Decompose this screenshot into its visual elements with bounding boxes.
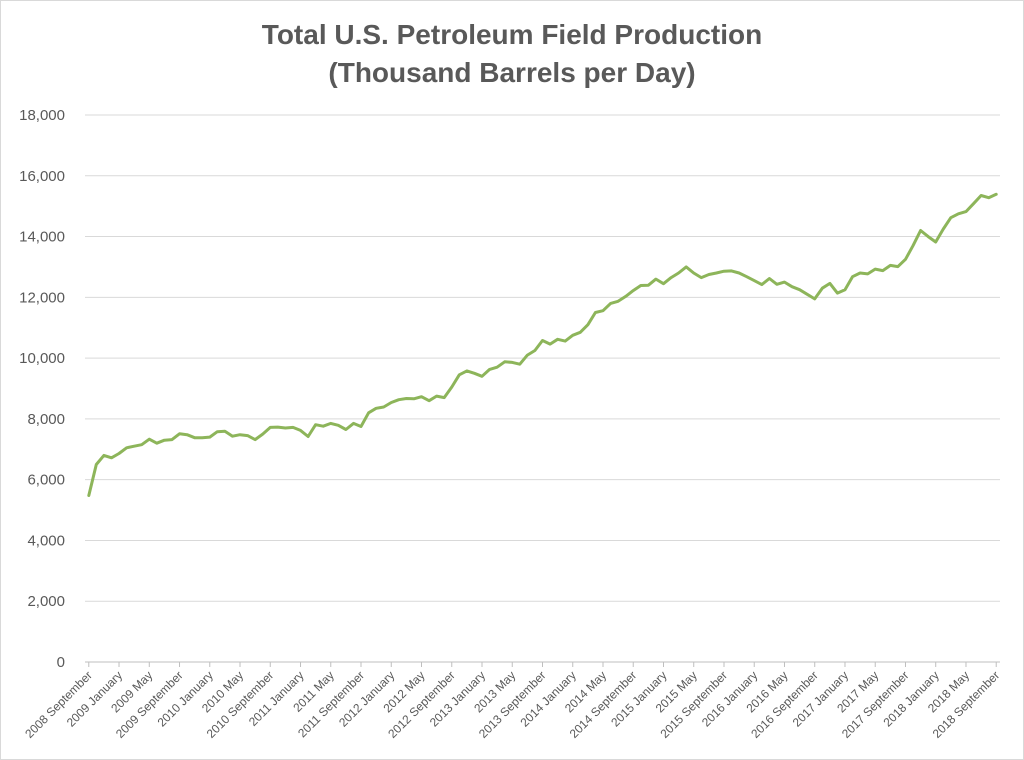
y-tick-label: 4,000 xyxy=(27,532,65,549)
y-tick-label: 2,000 xyxy=(27,593,65,610)
gridlines xyxy=(85,114,1000,663)
y-tick-label: 16,000 xyxy=(19,168,65,185)
y-tick-label: 0 xyxy=(57,654,65,671)
y-tick-label: 6,000 xyxy=(27,472,65,489)
series-production xyxy=(87,192,998,497)
y-axis: 0 2,000 4,000 6,000 8,000 10,000 12,000 14,000 1… xyxy=(19,107,65,671)
y-tick-label: 10,000 xyxy=(19,350,65,367)
series-line xyxy=(87,192,998,497)
chart-title-block: Total U.S. Petroleum Field Production (T… xyxy=(0,16,1024,92)
chart-subtitle: (Thousand Barrels per Day) xyxy=(328,57,696,88)
y-tick-label: 18,000 xyxy=(19,107,65,124)
y-tick-label: 12,000 xyxy=(19,289,65,306)
y-tick-label: 14,000 xyxy=(19,229,65,246)
y-tick-label: 8,000 xyxy=(27,411,65,428)
chart-title: Total U.S. Petroleum Field Production xyxy=(261,19,763,50)
